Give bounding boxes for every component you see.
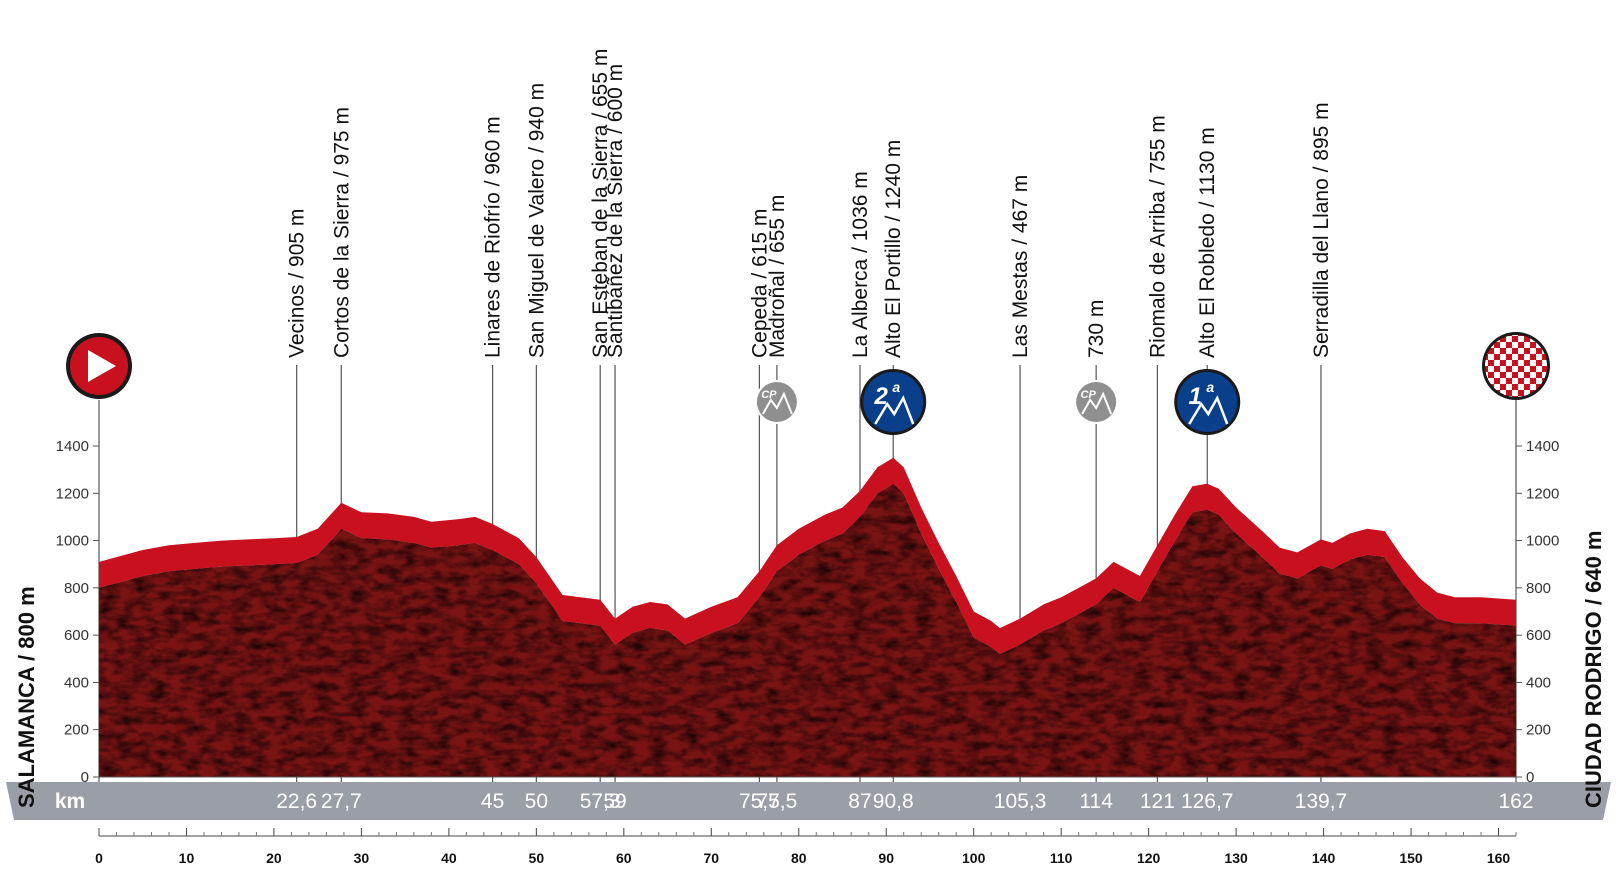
waypoint-label: Riomalo de Arriba / 755 m <box>1146 115 1169 358</box>
x-tick-label: 50 <box>529 850 545 866</box>
mountain-icon <box>762 391 793 415</box>
waypoint-label: Santibáñez de la Sierra / 600 m <box>604 64 627 358</box>
climb-badge-category: 2 <box>874 383 889 410</box>
km-bar-value: 126,7 <box>1181 790 1234 813</box>
x-tick-label: 150 <box>1399 850 1423 866</box>
km-bar-value: 105,3 <box>994 790 1047 813</box>
x-tick-label: 120 <box>1137 850 1161 866</box>
x-tick-label: 0 <box>95 850 103 866</box>
waypoint-label: Vecinos / 905 m <box>286 209 309 358</box>
x-tick-label: 140 <box>1312 850 1336 866</box>
y-tick-label-left: 1200 <box>56 485 89 502</box>
x-tick-label: 160 <box>1487 850 1511 866</box>
x-tick-label: 130 <box>1224 850 1248 866</box>
cp-badge-text: CP <box>761 389 777 401</box>
waypoint-label: Alto El Portillo / 1240 m <box>882 140 905 358</box>
waypoint-label: San Esteban de la Sierra / 655 m <box>589 49 612 358</box>
km-bar-value: 139,7 <box>1295 790 1348 813</box>
waypoint-label: San Miguel de Valero / 940 m <box>525 83 548 358</box>
km-bar-value: 50 <box>525 790 548 813</box>
cp-badge: CP <box>1074 380 1119 424</box>
km-bar-value: 75,5 <box>739 790 780 813</box>
km-bar-value: 77,5 <box>756 790 797 813</box>
waypoint-label: Cepeda / 615 m <box>748 209 771 358</box>
km-bar-unit: km <box>55 790 85 813</box>
start-label: SALAMANCA / 800 m <box>14 586 39 808</box>
waypoint-label: La Alberca / 1036 m <box>849 171 872 358</box>
y-tick-label-right: 600 <box>1526 627 1551 644</box>
waypoint-label: Madroñal / 655 m <box>766 195 789 358</box>
waypoint-label: Linares de Riofrío / 960 m <box>482 116 505 358</box>
y-tick-label-right: 1400 <box>1526 438 1559 455</box>
mountain-icon <box>1188 395 1229 425</box>
y-tick-label-left: 400 <box>64 674 89 691</box>
x-tick-label: 110 <box>1050 850 1073 866</box>
finish-icon <box>1482 332 1550 400</box>
waypoint-label: Las Mestas / 467 m <box>1009 175 1032 358</box>
cp-badge-text: CP <box>1081 389 1097 401</box>
km-bar-shape <box>6 782 1611 820</box>
x-tick-label: 40 <box>441 850 457 866</box>
terrain-area <box>99 483 1516 777</box>
x-tick-label: 30 <box>354 850 370 866</box>
x-tick-label: 100 <box>962 850 986 866</box>
waypoint-label: Cortos de la Sierra / 975 m <box>330 107 353 358</box>
km-bar-value: 59 <box>603 790 626 813</box>
waypoint-label: 730 m <box>1085 300 1108 358</box>
y-tick-label-right: 200 <box>1526 722 1551 739</box>
km-bar-value: 121 <box>1140 790 1175 813</box>
x-tick-label: 10 <box>179 850 195 866</box>
km-bar: km 22,6 27,7 45 50 57,359 75,577,5 87 90,8 105,3 1… <box>6 782 1611 820</box>
y-tick-label-right: 1200 <box>1526 485 1559 502</box>
km-bar-value: 45 <box>481 790 504 813</box>
cp-badge-fill <box>1076 382 1117 422</box>
x-tick-label: 80 <box>791 850 807 866</box>
x-tick-label: 90 <box>878 850 894 866</box>
cp-badge: CP <box>754 380 799 424</box>
waypoint-label: Alto El Robledo / 1130 m <box>1196 127 1219 358</box>
climb-badge-suffix: a <box>1206 379 1214 395</box>
climb-badge-category: 1 <box>1189 383 1202 410</box>
km-bar-value: 27,7 <box>321 790 362 813</box>
y-tick-label-right: 800 <box>1526 580 1551 597</box>
x-tick-label: 20 <box>266 850 282 866</box>
start-icon <box>66 333 132 399</box>
terrain-texture <box>99 483 1516 777</box>
waypoint-label: Serradilla del Llano / 895 m <box>1310 102 1333 358</box>
y-tick-label-right: 400 <box>1526 674 1551 691</box>
cp-badge-fill <box>756 382 797 422</box>
x-tick-label: 70 <box>703 850 719 866</box>
x-tick-label: 60 <box>616 850 632 866</box>
y-tick-label-left: 200 <box>64 722 89 739</box>
finish-label: CIUDAD RODRIGO / 640 m <box>1581 531 1606 809</box>
climb-badges: CP 2 a CP 1 a <box>754 369 1241 435</box>
climb-badge-suffix: a <box>892 379 900 395</box>
y-tick-label-left: 1000 <box>56 533 89 550</box>
km-bar-value: 22,6 <box>276 790 317 813</box>
mountain-icon <box>874 395 915 425</box>
y-tick-label-left: 800 <box>64 580 89 597</box>
waypoint-labels: Vecinos / 905 m Cortos de la Sierra / 975… <box>286 49 1333 358</box>
km-bar-value: 57,3 <box>580 790 621 813</box>
mountain-icon <box>1081 391 1113 415</box>
km-bar-value: 87 <box>848 790 871 813</box>
y-tick-label-left: 1400 <box>56 438 89 455</box>
y-tick-label-right: 0 <box>1526 769 1534 786</box>
km-bar-value-finish: 162 <box>1498 790 1533 813</box>
km-bar-value: 90,8 <box>873 790 914 813</box>
y-tick-label-left: 0 <box>81 769 89 786</box>
km-bar-value: 114 <box>1079 790 1113 813</box>
y-tick-label-right: 1000 <box>1526 533 1559 550</box>
y-tick-label-left: 600 <box>64 627 89 644</box>
